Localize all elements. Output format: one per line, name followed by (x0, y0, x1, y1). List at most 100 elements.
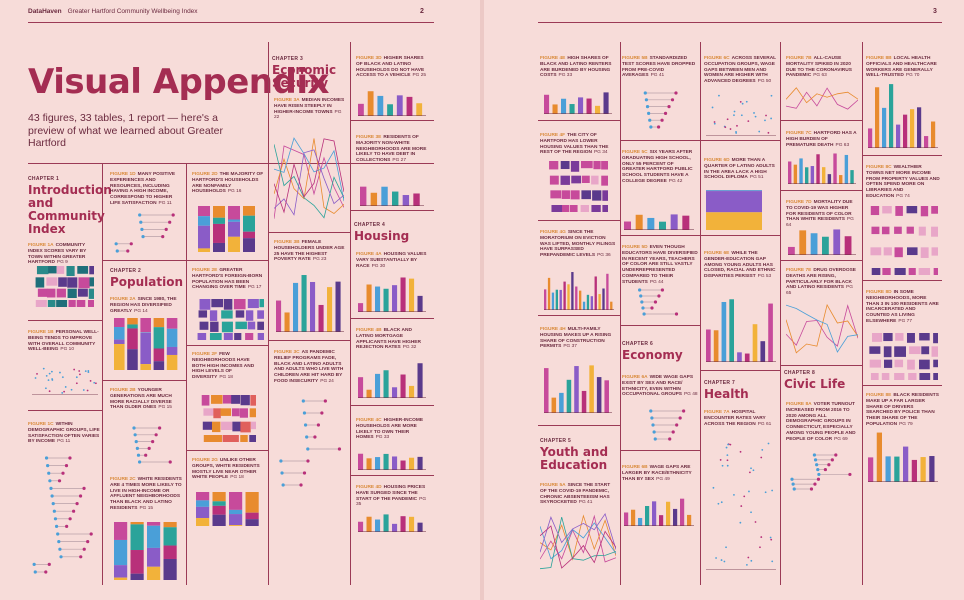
thumbnail-dot (147, 446, 151, 450)
thumbnail-region (251, 421, 256, 430)
thumbnail-bar (810, 166, 815, 184)
thumbnail-bar (392, 456, 398, 470)
thumbnail-region (211, 299, 224, 308)
thumbnail-bar (885, 456, 891, 482)
thumbnail-dot (660, 118, 664, 122)
thumbnail-bar (367, 91, 374, 116)
thumbnail-region (883, 346, 892, 358)
figure-text: MULTI-FAMILY HOUSING MAKES UP A RISING S… (540, 327, 612, 350)
thumbnail-segment (114, 343, 125, 370)
stacked-bar-thumbnail (196, 492, 259, 526)
figure-text: IN SOME NEIGHBORHOODS, MORE THAN 3 IN 10… (866, 290, 939, 324)
thumbnail-point (712, 486, 715, 489)
thumbnail-dot (279, 459, 283, 463)
thumbnail-series (274, 145, 344, 219)
thumbnail-point (769, 536, 772, 539)
thumbnail-region (203, 408, 216, 416)
chapter-label: CHAPTER 2 (110, 268, 142, 274)
row-rule-7 (186, 450, 268, 451)
thumbnail-bar (284, 312, 290, 332)
thumbnail-dot (301, 399, 305, 403)
thumbnail-region (47, 300, 56, 307)
figure-page: PG 63 (813, 73, 827, 79)
thumbnail-dot (652, 430, 656, 434)
thumbnail-point (771, 489, 774, 492)
thumbnail-bar (392, 523, 398, 532)
stacked-bar-thumbnail (706, 190, 762, 230)
thumbnail-dot (792, 487, 796, 491)
thumbnail-region (240, 395, 250, 406)
thumbnail-bar (377, 95, 384, 116)
page-title: Visual Appendix (28, 62, 329, 102)
thumbnail-bar (400, 460, 406, 470)
thumbnail-segment (228, 221, 240, 237)
figure-text: AS PANDEMIC RELIEF PROGRAMS FADE, BLACK … (274, 350, 344, 384)
figure-text: MEDIAN INCOMES HAVE RISEN STEEPLY IN HIG… (274, 98, 345, 115)
thumbnail-segment (114, 577, 128, 580)
figure-caption: FIGURE 2E GREATER HARTFORD'S FOREIGN-BORN… (192, 268, 264, 291)
thumbnail-region (883, 333, 893, 342)
figure-page: PG 33 (558, 73, 573, 79)
page-number-left: 2 (420, 8, 424, 15)
thumbnail-bar (375, 373, 381, 398)
figure-caption: FIGURE 4E HIGH SHARES OF BLACK AND LATINO… (540, 56, 616, 79)
map-thumbnail (197, 299, 264, 340)
thumbnail-point (715, 557, 717, 559)
thumbnail-dot (140, 227, 144, 231)
thumbnail-region (931, 346, 938, 357)
thumbnail-bar (768, 303, 773, 362)
thumbnail-region (199, 299, 211, 310)
thumbnail-region (933, 333, 938, 344)
thumbnail-region (89, 266, 94, 275)
figure-text: RESIDENTS OF MAJORITY NON-WHITE NEIGHBOR… (356, 135, 427, 164)
figure-text: ACROSS SEVERAL OCCUPATION GROUPS, WAGE G… (704, 56, 777, 85)
thumbnail-segment (166, 318, 178, 329)
thumbnail-region (67, 277, 78, 288)
thumbnail-dot (660, 288, 665, 292)
figure-page: PG 70 (905, 73, 920, 79)
figure-caption: FIGURE 2A SINCE 1980, THE REGION HAS DIVE… (110, 297, 182, 314)
thumbnail-bar (827, 174, 832, 184)
figure-text: HIGHER-INCOME HOUSEHOLDS ARE MORE LIKELY… (356, 418, 424, 441)
thumbnail-segment (163, 558, 177, 580)
thumbnail-point (51, 378, 54, 380)
figure-text: WAGE GAPS ARE LARGER BY RACE/ETHNICITY T… (622, 465, 692, 482)
thumbnail-region (232, 421, 242, 432)
page-gutter (480, 0, 484, 600)
thumbnail-bar (383, 514, 389, 532)
figure-number: FIGURE 8E (866, 393, 892, 398)
thumbnail-region (35, 277, 45, 288)
thumbnail-bar (729, 299, 734, 362)
thumbnail-bar (575, 286, 578, 310)
thumbnail-bar (567, 284, 570, 310)
thumbnail-segment (163, 527, 177, 546)
figure-number: FIGURE 6A (622, 375, 648, 380)
thumbnail-region (894, 226, 902, 234)
thumbnail-dot (51, 502, 55, 506)
thumbnail-point (745, 100, 748, 103)
thumbnail-region (240, 421, 251, 433)
figure-caption: FIGURE 7C HARTFORD HAS A HIGH BURDEN OF P… (786, 131, 858, 148)
thumbnail-region (570, 161, 580, 172)
figure-page: PG 24 (320, 378, 334, 384)
figure-number: FIGURE 3E (356, 135, 382, 140)
thumbnail-dot (813, 458, 818, 462)
thumbnail-region (223, 333, 233, 340)
figure-page: PG 22 (274, 109, 342, 121)
thumbnail-segment (196, 518, 210, 526)
thumbnail-bar (358, 303, 364, 312)
thumbnail-segment (243, 215, 255, 232)
thumbnail-segment (706, 191, 762, 213)
thumbnail-bar (335, 281, 341, 332)
thumbnail-series (786, 87, 858, 110)
thumbnail-region (571, 175, 582, 184)
thumbnail-bar (392, 285, 398, 312)
figure-page: PG 33 (375, 435, 390, 441)
thumbnail-region (920, 247, 929, 258)
thumbnail-point (63, 390, 66, 393)
thumbnail-dot (136, 453, 141, 457)
thumbnail-region (89, 277, 94, 287)
thumbnail-bar (413, 193, 420, 206)
thumbnail-point (740, 114, 743, 117)
thumbnail-segment (163, 522, 177, 528)
